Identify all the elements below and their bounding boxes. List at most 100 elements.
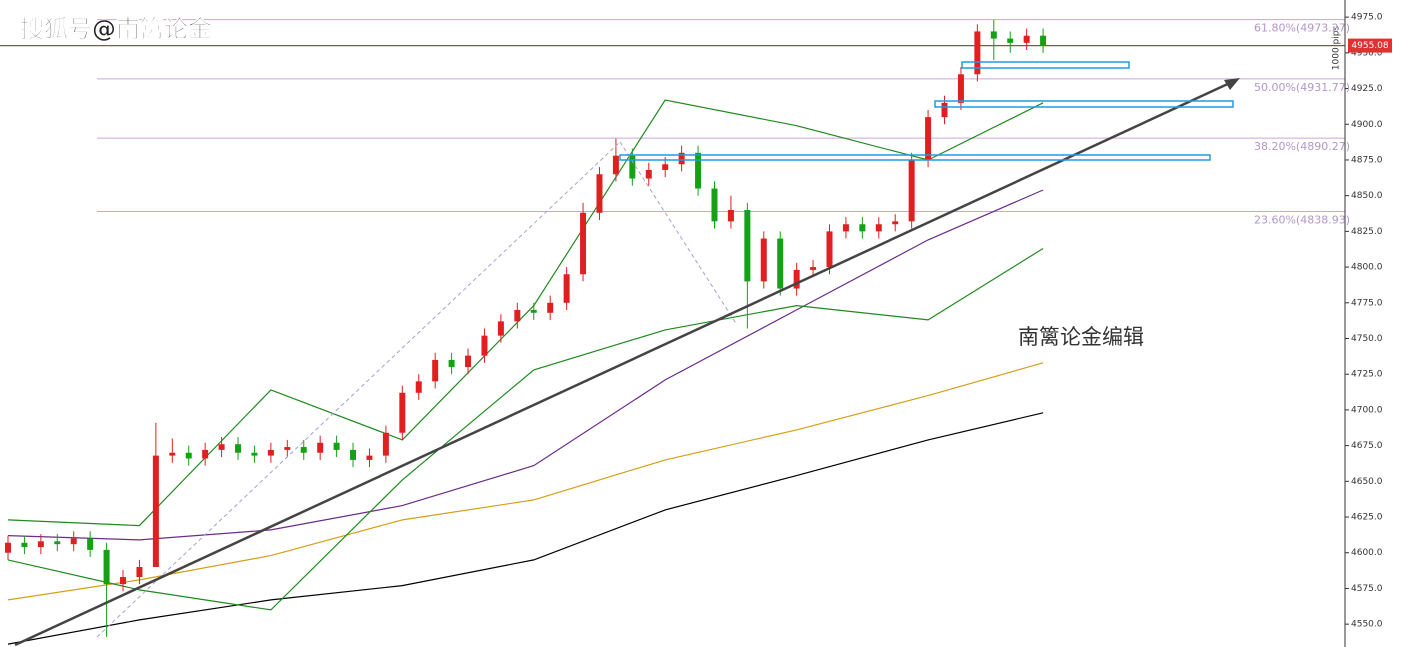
candle-body [645, 169, 652, 179]
y-tick-label: 4600.0 [1351, 548, 1383, 558]
candle-body [826, 231, 833, 268]
arrow-head [1224, 78, 1240, 90]
y-tick-label: 4775.0 [1351, 298, 1383, 308]
candle-body [333, 442, 340, 450]
y-tick-label: 4925.0 [1351, 84, 1383, 94]
candle-body [366, 455, 373, 460]
candle-body [711, 188, 718, 222]
candle-body [580, 212, 587, 275]
y-tick-label: 4625.0 [1351, 513, 1383, 523]
candle-body [908, 159, 915, 222]
y-tick-label: 4800.0 [1351, 263, 1383, 273]
candle-body [382, 432, 389, 456]
fib-label: 23.60%(4838.93) [1254, 213, 1350, 226]
indicator-line [7, 362, 1044, 601]
fib-label: 38.20%(4890.27) [1254, 140, 1350, 153]
candle-body [514, 309, 521, 322]
y-tick-label: 4675.0 [1351, 441, 1383, 451]
candle-body [120, 577, 127, 585]
candle-body [465, 355, 472, 368]
candle-body [777, 238, 784, 289]
plot [0, 19, 1345, 645]
y-tick-label: 4725.0 [1351, 370, 1383, 380]
candle-body [974, 31, 981, 75]
y-tick-label: 4575.0 [1351, 584, 1383, 594]
y-tick-label: 4700.0 [1351, 405, 1383, 415]
candle-body [875, 224, 882, 232]
candle-body [744, 209, 751, 282]
candle-body [87, 538, 94, 550]
candle-body [185, 452, 192, 459]
candle-body [497, 321, 504, 336]
candle-body [925, 117, 932, 160]
y-tick-label: 4900.0 [1351, 120, 1383, 130]
y-tick-label: 4975.0 [1351, 13, 1383, 23]
y-tick-label: 4850.0 [1351, 191, 1383, 201]
candle-body [415, 381, 422, 393]
indicator-line [7, 247, 1044, 611]
candle-body [267, 449, 274, 456]
fib-ray [619, 141, 738, 326]
trend-line [14, 80, 1233, 647]
y-tick-label: 4950.0 [1351, 48, 1383, 58]
candle-body [70, 538, 77, 545]
candle-body [957, 74, 964, 103]
candle-body [810, 267, 817, 270]
price-tag-label: 4955.08 [1351, 41, 1388, 51]
candle-body [678, 152, 685, 165]
candle-body [202, 449, 209, 459]
candle-body [103, 549, 110, 585]
fib-ray [96, 141, 621, 638]
scale-label: 1000 pips [1332, 26, 1342, 71]
candle-body [399, 392, 406, 433]
indicator-line [7, 412, 1044, 645]
candle-body [1040, 35, 1047, 46]
zone [619, 154, 1211, 161]
candle-body [547, 302, 554, 313]
y-tick-label: 4750.0 [1351, 334, 1383, 344]
watermark: 搜狐号@南篱论金 [20, 15, 213, 43]
zone [961, 61, 1130, 69]
indicator-line [7, 189, 1044, 541]
y-tick-label: 4875.0 [1351, 155, 1383, 165]
candle-body [317, 442, 324, 453]
candle-body [251, 452, 258, 456]
candle-body [563, 274, 570, 303]
candle-body [5, 542, 11, 553]
candle-body [695, 152, 702, 189]
candle-body [481, 335, 488, 356]
y-tick-label: 4550.0 [1351, 620, 1383, 630]
candle-body [842, 224, 849, 232]
annotation: 南篱论金编辑 [1018, 325, 1144, 349]
candle-body [284, 447, 291, 450]
candle-body [892, 221, 899, 225]
candle-body [432, 359, 439, 382]
fib-label: 50.00%(4931.77) [1254, 81, 1350, 94]
candle-body [612, 155, 619, 175]
candle-body [1023, 35, 1030, 43]
candle-body [152, 455, 159, 568]
candle-body [727, 209, 734, 222]
candle-body [941, 102, 948, 118]
candle-body [169, 452, 176, 456]
candle-body [350, 449, 357, 460]
zone [934, 100, 1234, 108]
candle-body [300, 447, 307, 453]
candle-body [218, 444, 225, 450]
candle-body [760, 238, 767, 282]
candle-body [990, 31, 997, 39]
y-tick-label: 4825.0 [1351, 227, 1383, 237]
candle-body [596, 174, 603, 213]
candle-body [530, 309, 537, 313]
candle-body [136, 567, 143, 578]
candle-body [21, 542, 28, 548]
candle-body [448, 359, 455, 368]
fib-label: 61.80%(4973.27) [1254, 22, 1350, 35]
y-tick-label: 4650.0 [1351, 477, 1383, 487]
candle-body [859, 224, 866, 232]
candle-body [54, 541, 61, 545]
candle-body [37, 541, 44, 548]
candle-body [662, 164, 669, 170]
candle-body [793, 269, 800, 289]
